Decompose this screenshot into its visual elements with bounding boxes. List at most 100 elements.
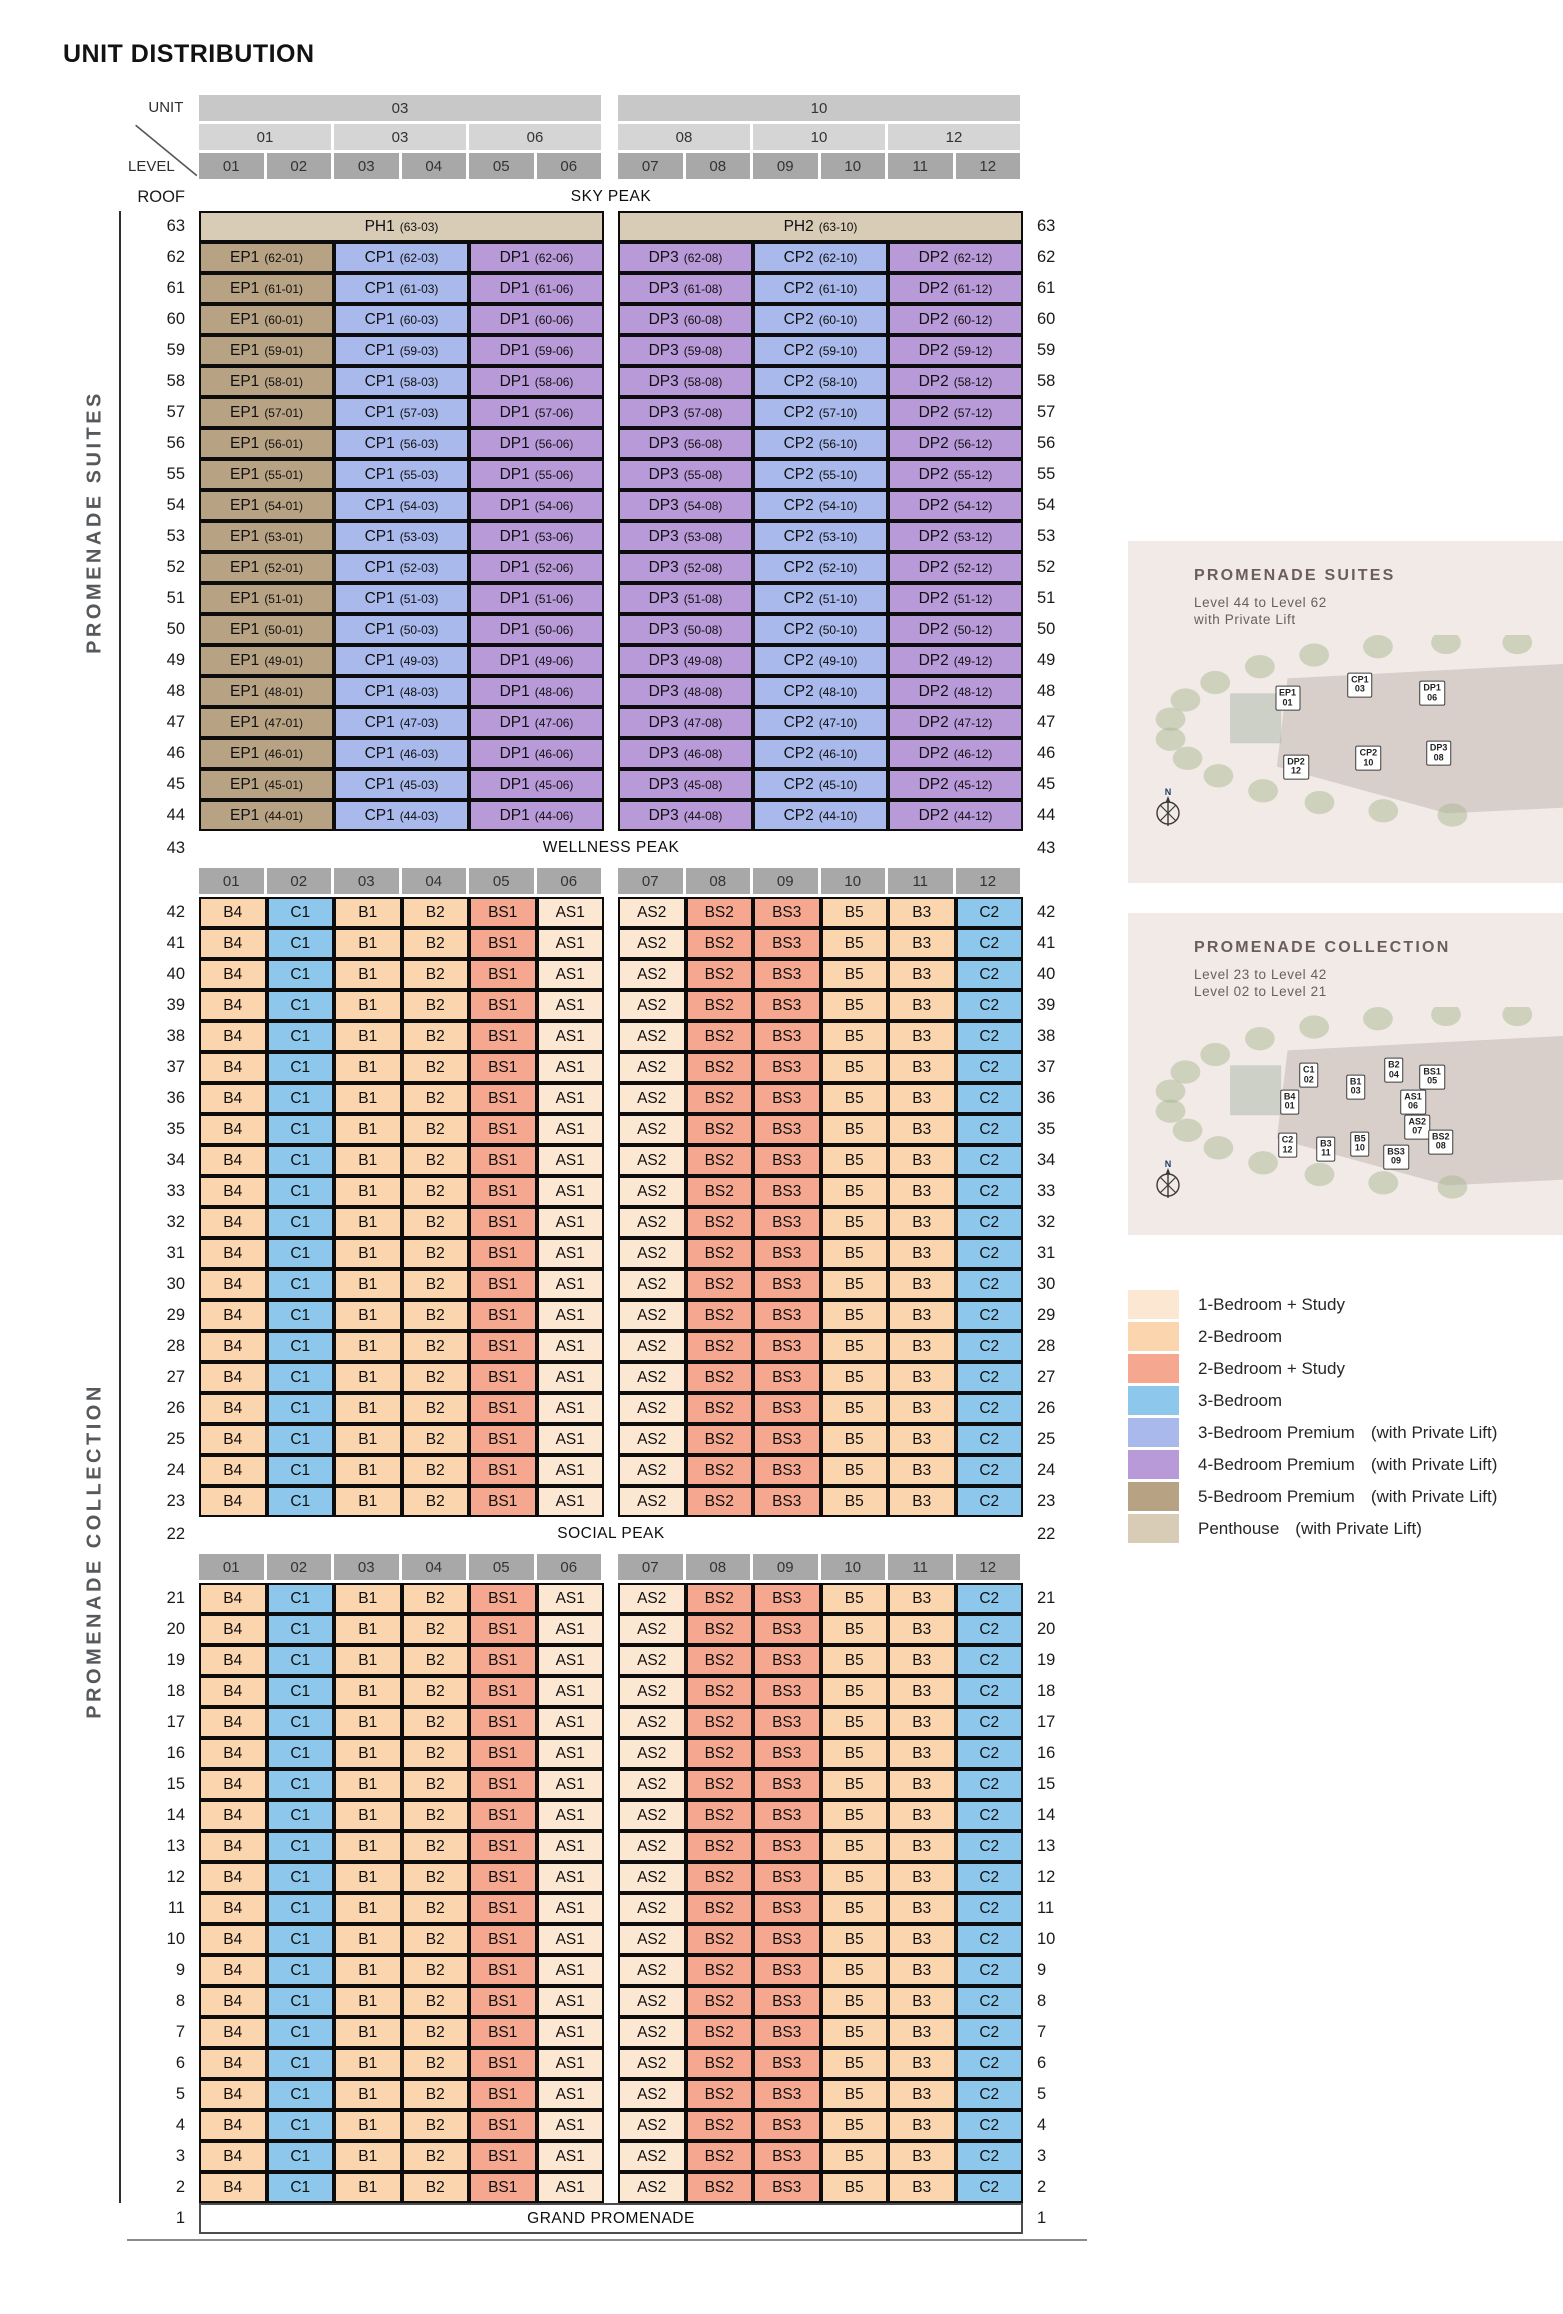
unit-cell: B3 xyxy=(888,1614,956,1645)
unit-cell: B1 xyxy=(334,1986,402,2017)
plan-unit-label: 10 xyxy=(1363,757,1374,768)
unit-cell: BS1 xyxy=(469,1393,537,1424)
unit-cell: PH2 (63-10) xyxy=(618,211,1023,242)
unit-number: (51-06) xyxy=(534,591,574,606)
level-number: 31 xyxy=(1037,1244,1056,1262)
unit-code: AS2 xyxy=(637,1868,667,1886)
unit-cell: B2 xyxy=(401,1114,469,1145)
unit-cell: B5 xyxy=(820,2141,888,2172)
unit-cell: C1 xyxy=(266,959,334,990)
unit-cell: C2 xyxy=(955,1145,1023,1176)
unit-code: AS2 xyxy=(637,2147,667,2165)
unit-cell: BS1 xyxy=(469,2141,537,2172)
column-number-header: 06 xyxy=(536,868,604,894)
unit-code: B3 xyxy=(912,1589,932,1607)
unit-code: BS1 xyxy=(488,1837,518,1855)
level-number: 53 xyxy=(166,527,185,545)
unit-cell: BS2 xyxy=(685,1021,753,1052)
unit-cell: AS2 xyxy=(618,2110,686,2141)
unit-cell: C1 xyxy=(266,1738,334,1769)
unit-cell: B1 xyxy=(334,1738,402,1769)
unit-code: C2 xyxy=(979,2178,1000,2196)
unit-cell: BS2 xyxy=(685,959,753,990)
unit-cell: BS1 xyxy=(469,1207,537,1238)
unit-code: DP2 xyxy=(918,775,949,793)
unit-cell: EP1 (56-01) xyxy=(199,428,334,459)
unit-cell: DP3 (46-08) xyxy=(618,738,753,769)
site-plan: N B4 01 C1 02 B1 03 B2 04 BS1 05 AS1 06 AS2 07 BS2 08 BS3… xyxy=(1128,1007,1563,1207)
unit-code: BS3 xyxy=(772,934,802,952)
unit-code: AS2 xyxy=(637,1899,667,1917)
unit-cell: B1 xyxy=(334,928,402,959)
level-number: 28 xyxy=(166,1337,185,1355)
unit-code: AS1 xyxy=(555,1368,585,1386)
level-number: 52 xyxy=(1037,558,1056,576)
unit-cell: DP2 (58-12) xyxy=(888,366,1023,397)
unit-number: (46-01) xyxy=(264,746,303,761)
unit-code: C1 xyxy=(290,1151,311,1169)
site-plan-panel-2: PROMENADE COLLECTION Level 23 to Level 42… xyxy=(1128,913,1563,1235)
page-title: UNIT DISTRIBUTION xyxy=(63,40,315,68)
unit-number: (45-10) xyxy=(818,777,858,792)
unit-code: AS1 xyxy=(555,1961,585,1979)
unit-cell: DP2 (52-12) xyxy=(888,552,1023,583)
unit-number: (54-10) xyxy=(818,498,858,513)
plan-unit-footprint: DP2 12 xyxy=(1283,754,1309,780)
unit-cell: EP1 (60-01) xyxy=(199,304,334,335)
unit-cell: B2 xyxy=(401,1738,469,1769)
unit-cell: BS2 xyxy=(685,1238,753,1269)
unit-number: (47-08) xyxy=(683,715,723,730)
unit-number: (51-03) xyxy=(399,591,439,606)
unit-code: BS3 xyxy=(772,1492,802,1510)
unit-cell: B3 xyxy=(888,928,956,959)
level-number: 40 xyxy=(1037,965,1056,983)
unit-cell: B4 xyxy=(199,2079,267,2110)
unit-number: (49-08) xyxy=(683,653,723,668)
unit-cell: AS2 xyxy=(618,2048,686,2079)
unit-cell: B2 xyxy=(401,928,469,959)
unit-code: B1 xyxy=(358,1806,378,1824)
unit-code: B3 xyxy=(912,1837,932,1855)
column-number-header: 03 xyxy=(334,1554,402,1580)
unit-cell: AS2 xyxy=(618,1831,686,1862)
panel-subtitle: with Private Lift xyxy=(1194,612,1296,627)
unit-cell: B4 xyxy=(199,1021,267,1052)
unit-code: B2 xyxy=(425,1713,445,1731)
unit-code: DP3 xyxy=(648,713,679,731)
level-number: 14 xyxy=(1037,1806,1056,1824)
unit-code: C1 xyxy=(290,1713,311,1731)
level-number: 26 xyxy=(1037,1399,1056,1417)
unit-cell: AS1 xyxy=(536,1393,604,1424)
unit-code: AS2 xyxy=(637,1430,667,1448)
unit-cell: BS1 xyxy=(469,1424,537,1455)
unit-cell: DP1 (57-06) xyxy=(469,397,604,428)
unit-code: BS2 xyxy=(704,996,734,1014)
level-number: 1 xyxy=(175,2209,185,2227)
unit-code: BS2 xyxy=(704,1430,734,1448)
unit-code: AS2 xyxy=(637,2085,667,2103)
unit-code: C1 xyxy=(290,1430,311,1448)
unit-code: C2 xyxy=(979,1868,1000,1886)
plan-unit-label: AS1 xyxy=(1404,1091,1422,1102)
unit-cell: B3 xyxy=(888,1738,956,1769)
column-number-header: 10 xyxy=(820,868,888,894)
level-number: 43 xyxy=(1037,838,1056,857)
unit-cell: B4 xyxy=(199,1269,267,1300)
column-number-header: 07 xyxy=(618,868,686,894)
unit-code: BS2 xyxy=(704,1492,734,1510)
unit-cell: C1 xyxy=(266,2110,334,2141)
unit-code: B3 xyxy=(912,1151,932,1169)
unit-code: AS2 xyxy=(637,1775,667,1793)
unit-number: (54-01) xyxy=(264,498,303,513)
unit-cell: AS2 xyxy=(618,1676,686,1707)
unit-code: AS2 xyxy=(637,1182,667,1200)
unit-cell: BS2 xyxy=(685,1800,753,1831)
roof-label: ROOF xyxy=(137,187,185,206)
unit-code: AS2 xyxy=(637,1930,667,1948)
unit-code: C1 xyxy=(290,1461,311,1479)
unit-cell: B4 xyxy=(199,990,267,1021)
level-number: 46 xyxy=(166,744,185,762)
unit-code: B1 xyxy=(358,1713,378,1731)
unit-code: AS1 xyxy=(555,1651,585,1669)
unit-code: B4 xyxy=(223,2116,243,2134)
